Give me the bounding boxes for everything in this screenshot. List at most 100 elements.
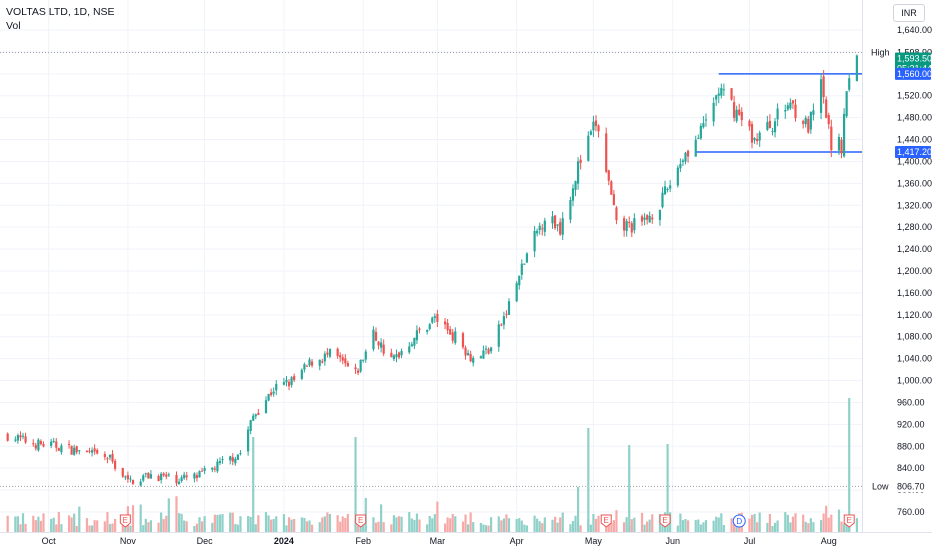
candle-body-up — [264, 400, 268, 414]
candle-body-down — [231, 457, 234, 462]
earnings-marker-text: E — [847, 516, 852, 525]
candle-body-up — [52, 441, 55, 443]
candle-body-down — [768, 120, 772, 129]
volume-bar — [776, 520, 779, 532]
candle-body-up — [699, 125, 702, 139]
candle-body-down — [469, 354, 472, 362]
volume-bar — [264, 512, 268, 532]
candle-body-down — [612, 194, 615, 206]
candle-body-up — [533, 231, 536, 252]
volume-bar — [845, 522, 848, 532]
volume-bar — [90, 525, 94, 532]
candle-body-up — [804, 117, 807, 125]
volume-bar — [571, 521, 575, 532]
price-axis[interactable]: 1,640.001,600.001,560.001,520.001,480.00… — [868, 25, 932, 517]
candle-body-up — [497, 324, 500, 347]
volume-bar — [466, 524, 470, 532]
volume-bar — [773, 522, 777, 532]
volume-bar — [451, 513, 454, 532]
volume-bar — [507, 518, 511, 532]
volume-bar — [221, 513, 224, 532]
candle-body-up — [364, 351, 367, 360]
volume-bar — [615, 510, 618, 532]
low-label: Low — [872, 481, 889, 491]
earnings-marker-text: E — [604, 516, 609, 525]
candle-body-down — [807, 118, 810, 133]
candle-body-up — [715, 95, 718, 100]
volume-bar — [247, 516, 250, 532]
candle-body-up — [766, 122, 769, 130]
candle-body-up — [819, 79, 823, 113]
candle-body-down — [131, 479, 135, 485]
volume-spike — [628, 445, 631, 532]
volume-bar — [789, 522, 792, 532]
volume-bar — [50, 518, 53, 532]
price-tick-label: 1,000.00 — [897, 376, 932, 386]
candle-body-up — [139, 481, 142, 486]
candle-body-down — [39, 441, 43, 445]
candle-body-down — [738, 109, 741, 115]
candle-body-up — [812, 110, 815, 115]
volume-bar — [321, 517, 324, 532]
volume-bar — [428, 515, 431, 532]
volume-bar — [612, 520, 615, 532]
time-tick-label: Apr — [510, 536, 524, 546]
volume-bar — [60, 524, 63, 532]
symbol-title[interactable]: VOLTAS LTD, 1D, NSE — [6, 6, 115, 18]
time-tick-label: May — [585, 536, 603, 546]
volume-bar — [362, 519, 365, 532]
volume-bar — [579, 525, 582, 532]
volume-bar — [720, 513, 723, 532]
earnings-marker — [659, 514, 671, 528]
volume-bar — [812, 522, 815, 532]
candle-body-down — [106, 458, 109, 460]
candle-body-down — [748, 120, 751, 127]
volume-bar — [625, 517, 628, 532]
volume-bar — [285, 525, 288, 532]
candle-body-down — [651, 217, 654, 220]
candle-body-down — [740, 111, 743, 121]
volume-bar — [282, 514, 286, 532]
volume-bar — [651, 514, 654, 532]
volume-bar — [502, 518, 505, 532]
volume-legend[interactable]: Vol — [6, 20, 21, 32]
volume-bar — [484, 525, 488, 532]
candle-body-up — [479, 356, 482, 359]
candle-body-up — [16, 435, 20, 441]
candle-body-up — [193, 473, 196, 479]
volume-bar — [203, 516, 206, 532]
volume-bar — [623, 522, 626, 532]
candle-body-down — [418, 328, 421, 330]
candle-body-down — [34, 445, 37, 449]
volume-bar — [415, 513, 419, 532]
candle-body-up — [216, 461, 219, 472]
candle-body-up — [290, 377, 293, 385]
time-tick-label: Oct — [42, 536, 57, 546]
candle-body-up — [773, 121, 777, 133]
candle-body-up — [272, 391, 275, 394]
candle-body-down — [541, 228, 544, 230]
candle-body-up — [454, 331, 457, 343]
volume-bar — [39, 520, 43, 532]
volume-bar — [213, 514, 216, 532]
candle-body-down — [640, 216, 644, 222]
candle-body-up — [408, 346, 411, 353]
earnings-marker-text: E — [123, 516, 128, 525]
candle-body-down — [505, 313, 508, 315]
grid-lines — [0, 0, 932, 533]
candle-body-up — [523, 263, 526, 265]
volume-bar — [106, 512, 109, 532]
volume-bar — [633, 517, 636, 532]
time-tick-label: Feb — [355, 536, 371, 546]
candle-body-up — [14, 439, 17, 441]
candle-body-up — [574, 180, 577, 190]
candle-body-down — [85, 450, 89, 452]
candle-body-up — [515, 283, 518, 302]
earnings-marker — [600, 514, 612, 528]
candle-body-down — [344, 358, 347, 364]
volume-bar — [410, 518, 413, 532]
currency-button[interactable]: INR — [893, 4, 925, 22]
candle-body-down — [162, 473, 165, 476]
time-axis[interactable]: Oct Nov Dec 2024 Feb Mar Apr May Jun Jul Aug — [42, 536, 837, 546]
